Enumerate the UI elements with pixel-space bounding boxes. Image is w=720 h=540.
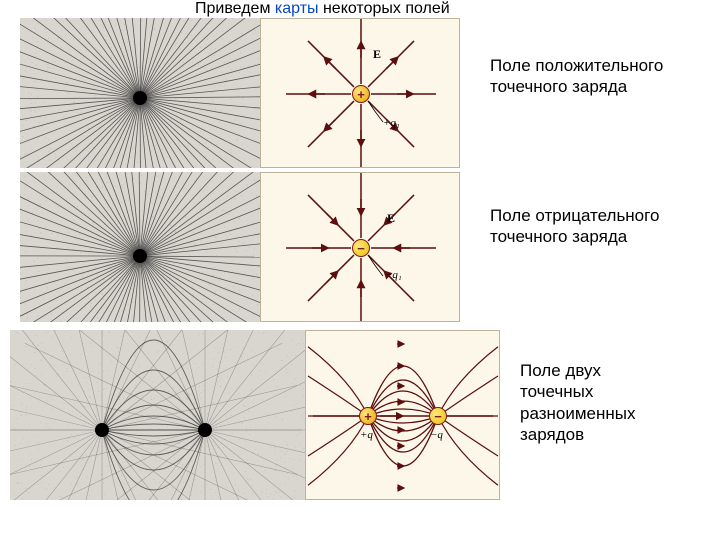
heading-pre: Приведем <box>195 0 275 17</box>
caption-negative: Поле отрицательного точечного заряда <box>490 205 659 248</box>
label-E: E <box>387 211 395 226</box>
heading-highlight: карты <box>275 0 319 17</box>
filings-photo-dipole <box>10 330 305 500</box>
diagram-negative-charge: − E −q₁ <box>260 172 460 322</box>
heading-post: некоторых полей <box>319 0 450 17</box>
charge-positive-icon: + <box>359 407 377 425</box>
charge-negative-icon: − <box>352 239 370 257</box>
charge-negative-icon: − <box>429 407 447 425</box>
slide: { "heading": { "pre": "Приведем ", "hl":… <box>0 0 720 540</box>
filings-photo-positive <box>20 18 260 168</box>
caption-dipole: Поле двух точечных разноименных зарядов <box>520 360 636 445</box>
diagram-positive-charge: + E +q₁ <box>260 18 460 168</box>
diagram-dipole: + − +q −q <box>305 330 500 500</box>
label-qm: −q <box>430 429 443 441</box>
caption-positive: Поле положительного точечного заряда <box>490 55 663 98</box>
page-title: Приведем карты некоторых полей <box>195 0 450 18</box>
label-q1-pos: +q₁ <box>383 117 400 129</box>
charge-positive-icon: + <box>352 85 370 103</box>
label-q1-neg: −q₁ <box>385 269 402 281</box>
label-qp: +q <box>360 429 373 441</box>
label-E: E <box>373 47 381 62</box>
filings-photo-negative <box>20 172 260 322</box>
